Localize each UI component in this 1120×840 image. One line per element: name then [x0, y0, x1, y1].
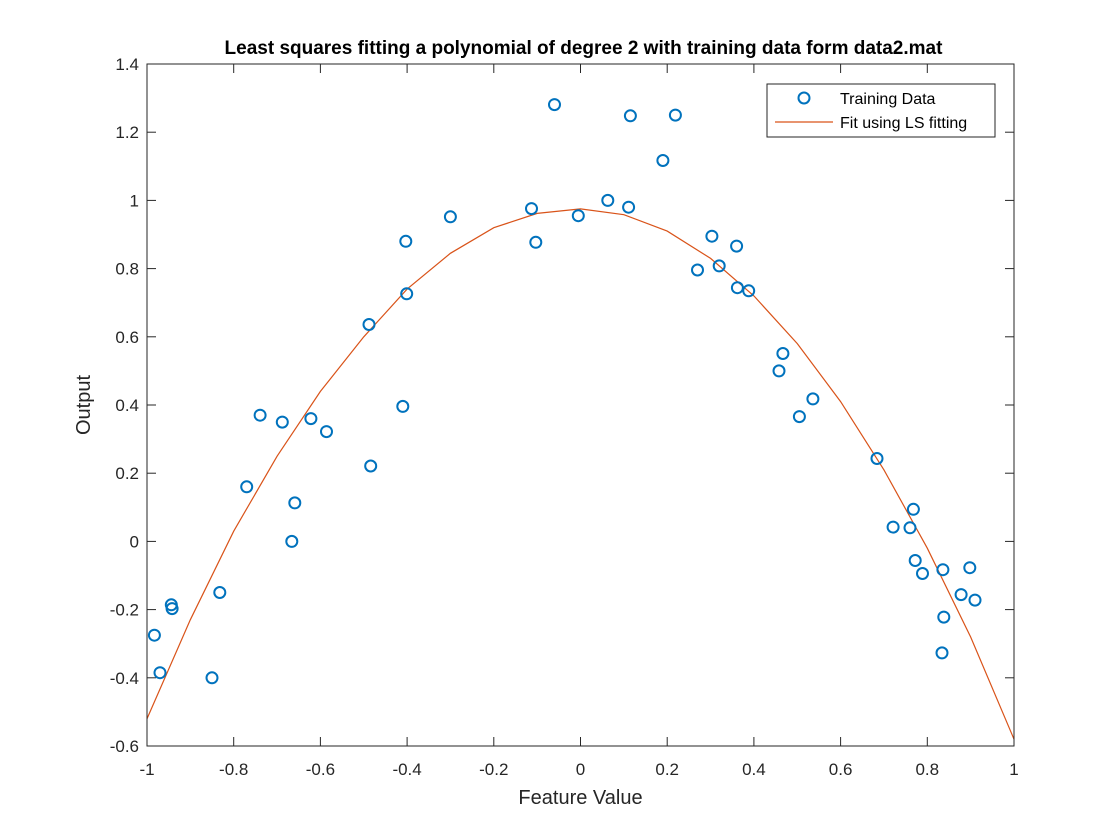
y-tick-label: 0.4	[115, 396, 139, 415]
data-point	[400, 287, 414, 301]
plot-area	[146, 98, 1015, 740]
y-tick-label: 0	[130, 532, 139, 551]
x-tick-label: -0.6	[306, 760, 335, 779]
data-point	[963, 561, 977, 575]
data-point	[165, 602, 179, 616]
data-point	[712, 259, 726, 273]
legend-label-training-data: Training Data	[840, 91, 936, 108]
data-point	[205, 671, 219, 685]
x-axis-label: Feature Value	[518, 787, 642, 809]
tick-layer: -1 -0.8 -0.6 -0.4 -0.2 0 0.2 0.4 0.6 0.8 1 -0.6 -0.4…	[110, 55, 1019, 779]
data-point	[792, 410, 806, 424]
data-point	[870, 452, 884, 465]
data-point	[153, 666, 167, 680]
data-point	[548, 98, 561, 112]
data-point	[443, 210, 457, 224]
data-point	[906, 502, 920, 516]
data-point	[954, 588, 968, 602]
data-point	[936, 563, 950, 577]
data-point	[240, 480, 254, 494]
data-point	[656, 154, 670, 167]
y-tick-label: -0.4	[110, 669, 139, 688]
data-point	[396, 399, 410, 413]
data-point	[304, 412, 318, 426]
data-point	[903, 521, 917, 535]
data-point	[730, 281, 744, 295]
data-point	[285, 534, 299, 548]
x-tick-label: 0.6	[829, 760, 853, 779]
data-point	[362, 318, 376, 331]
data-point	[806, 392, 820, 406]
chart-title: Least squares fitting a polynomial of de…	[225, 38, 944, 59]
data-point	[288, 496, 302, 510]
y-tick-label: 1.2	[115, 123, 139, 142]
data-point	[623, 109, 637, 123]
data-point	[691, 263, 704, 277]
data-point	[968, 593, 982, 607]
y-axis-label: Output	[73, 375, 95, 435]
x-tick-label: 0	[576, 760, 585, 779]
data-point	[213, 586, 227, 599]
data-point	[601, 193, 615, 207]
data-point	[147, 628, 161, 642]
x-tick-label: -1	[139, 760, 154, 779]
data-point	[935, 646, 949, 660]
data-point	[916, 567, 929, 580]
data-point	[776, 347, 790, 360]
data-point	[772, 364, 786, 378]
data-point	[275, 415, 289, 429]
data-point	[886, 520, 900, 534]
x-tick-label: 0.8	[915, 760, 939, 779]
data-point	[730, 239, 744, 253]
data-point	[525, 202, 538, 216]
axes-box	[146, 63, 1015, 747]
fit-line	[146, 208, 1015, 740]
data-point	[622, 200, 636, 214]
x-tick-label: -0.8	[219, 760, 248, 779]
y-tick-label: 1	[130, 191, 139, 210]
data-point	[742, 284, 756, 298]
y-tick-label: -0.2	[110, 601, 139, 620]
y-tick-label: 1.4	[115, 55, 139, 74]
data-point	[668, 108, 682, 122]
legend: Training Data Fit using LS fitting	[766, 83, 996, 138]
y-tick-label: -0.6	[110, 737, 139, 756]
data-point	[705, 229, 719, 243]
data-point	[320, 425, 333, 439]
data-point	[571, 209, 585, 223]
y-tick-label: 0.6	[115, 328, 139, 347]
data-point	[364, 459, 378, 473]
x-tick-label: 0.4	[742, 760, 766, 779]
legend-marker-training-data	[797, 91, 811, 105]
y-tick-label: 0.8	[115, 260, 139, 279]
y-tick-label: 0.2	[115, 464, 139, 483]
x-tick-label: -0.4	[392, 760, 421, 779]
data-point	[908, 554, 922, 567]
x-tick-label: -0.2	[479, 760, 508, 779]
legend-label-fit: Fit using LS fitting	[840, 115, 967, 132]
x-tick-label: 1	[1009, 760, 1018, 779]
data-point	[253, 408, 267, 422]
x-tick-label: 0.2	[655, 760, 679, 779]
data-point	[937, 610, 951, 624]
data-point	[529, 235, 543, 249]
data-point	[399, 234, 413, 248]
